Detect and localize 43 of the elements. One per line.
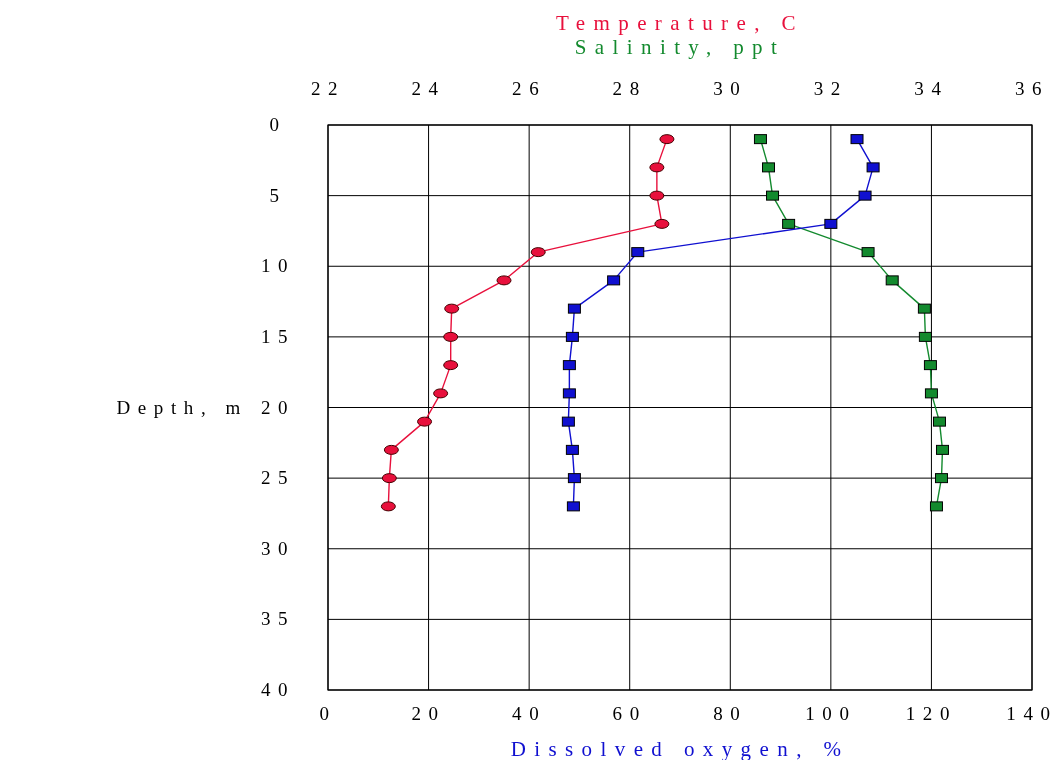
x-tick-label: 0 <box>319 703 337 724</box>
point <box>567 303 581 314</box>
y-tick-label: 30 <box>260 537 296 559</box>
y-tick-label: 5 <box>269 184 287 206</box>
x2-tick-label: 22 <box>310 78 346 99</box>
point <box>562 360 576 371</box>
point <box>565 331 579 342</box>
x2-tick-label: 36 <box>1014 78 1050 99</box>
point <box>850 134 864 145</box>
y-tick-label: 0 <box>269 114 287 135</box>
x-tick-label: 80 <box>713 703 748 724</box>
point <box>866 162 880 173</box>
x2-tick-label: 24 <box>411 78 446 99</box>
x2-tick-label: 26 <box>512 78 547 99</box>
x-tick-label: 140 <box>1006 703 1058 724</box>
y-tick-label: 35 <box>260 608 296 630</box>
x2-tick-label: 30 <box>713 78 748 99</box>
point <box>607 275 621 286</box>
point <box>858 190 872 201</box>
y-tick-label: 20 <box>260 396 296 418</box>
point <box>562 388 576 399</box>
y-tick-label: 10 <box>260 255 296 277</box>
y-tick-label: 25 <box>260 467 296 489</box>
point <box>566 501 580 512</box>
text: Salinity, ppt <box>574 35 786 59</box>
x2-tick-label: 34 <box>914 78 949 99</box>
x-tick-label: 60 <box>612 703 647 724</box>
point <box>631 247 645 258</box>
x-tick-label: 40 <box>512 703 547 724</box>
point <box>824 218 838 229</box>
point <box>567 473 581 484</box>
x-tick-label: 120 <box>905 703 958 724</box>
y-tick-label: 15 <box>260 325 296 347</box>
x-tick-label: 20 <box>411 703 446 724</box>
y-axis-title: Depth, m <box>116 396 248 418</box>
x-tick-label: 100 <box>805 703 857 724</box>
point <box>561 416 575 427</box>
y-tick-label: 40 <box>260 679 296 700</box>
x2-tick-label: 28 <box>612 78 647 99</box>
x-axis-title: Dissolved oxygen, % <box>510 737 850 761</box>
text: Temperature, C <box>556 11 804 35</box>
x2-tick-label: 32 <box>813 78 848 99</box>
point <box>565 444 579 455</box>
